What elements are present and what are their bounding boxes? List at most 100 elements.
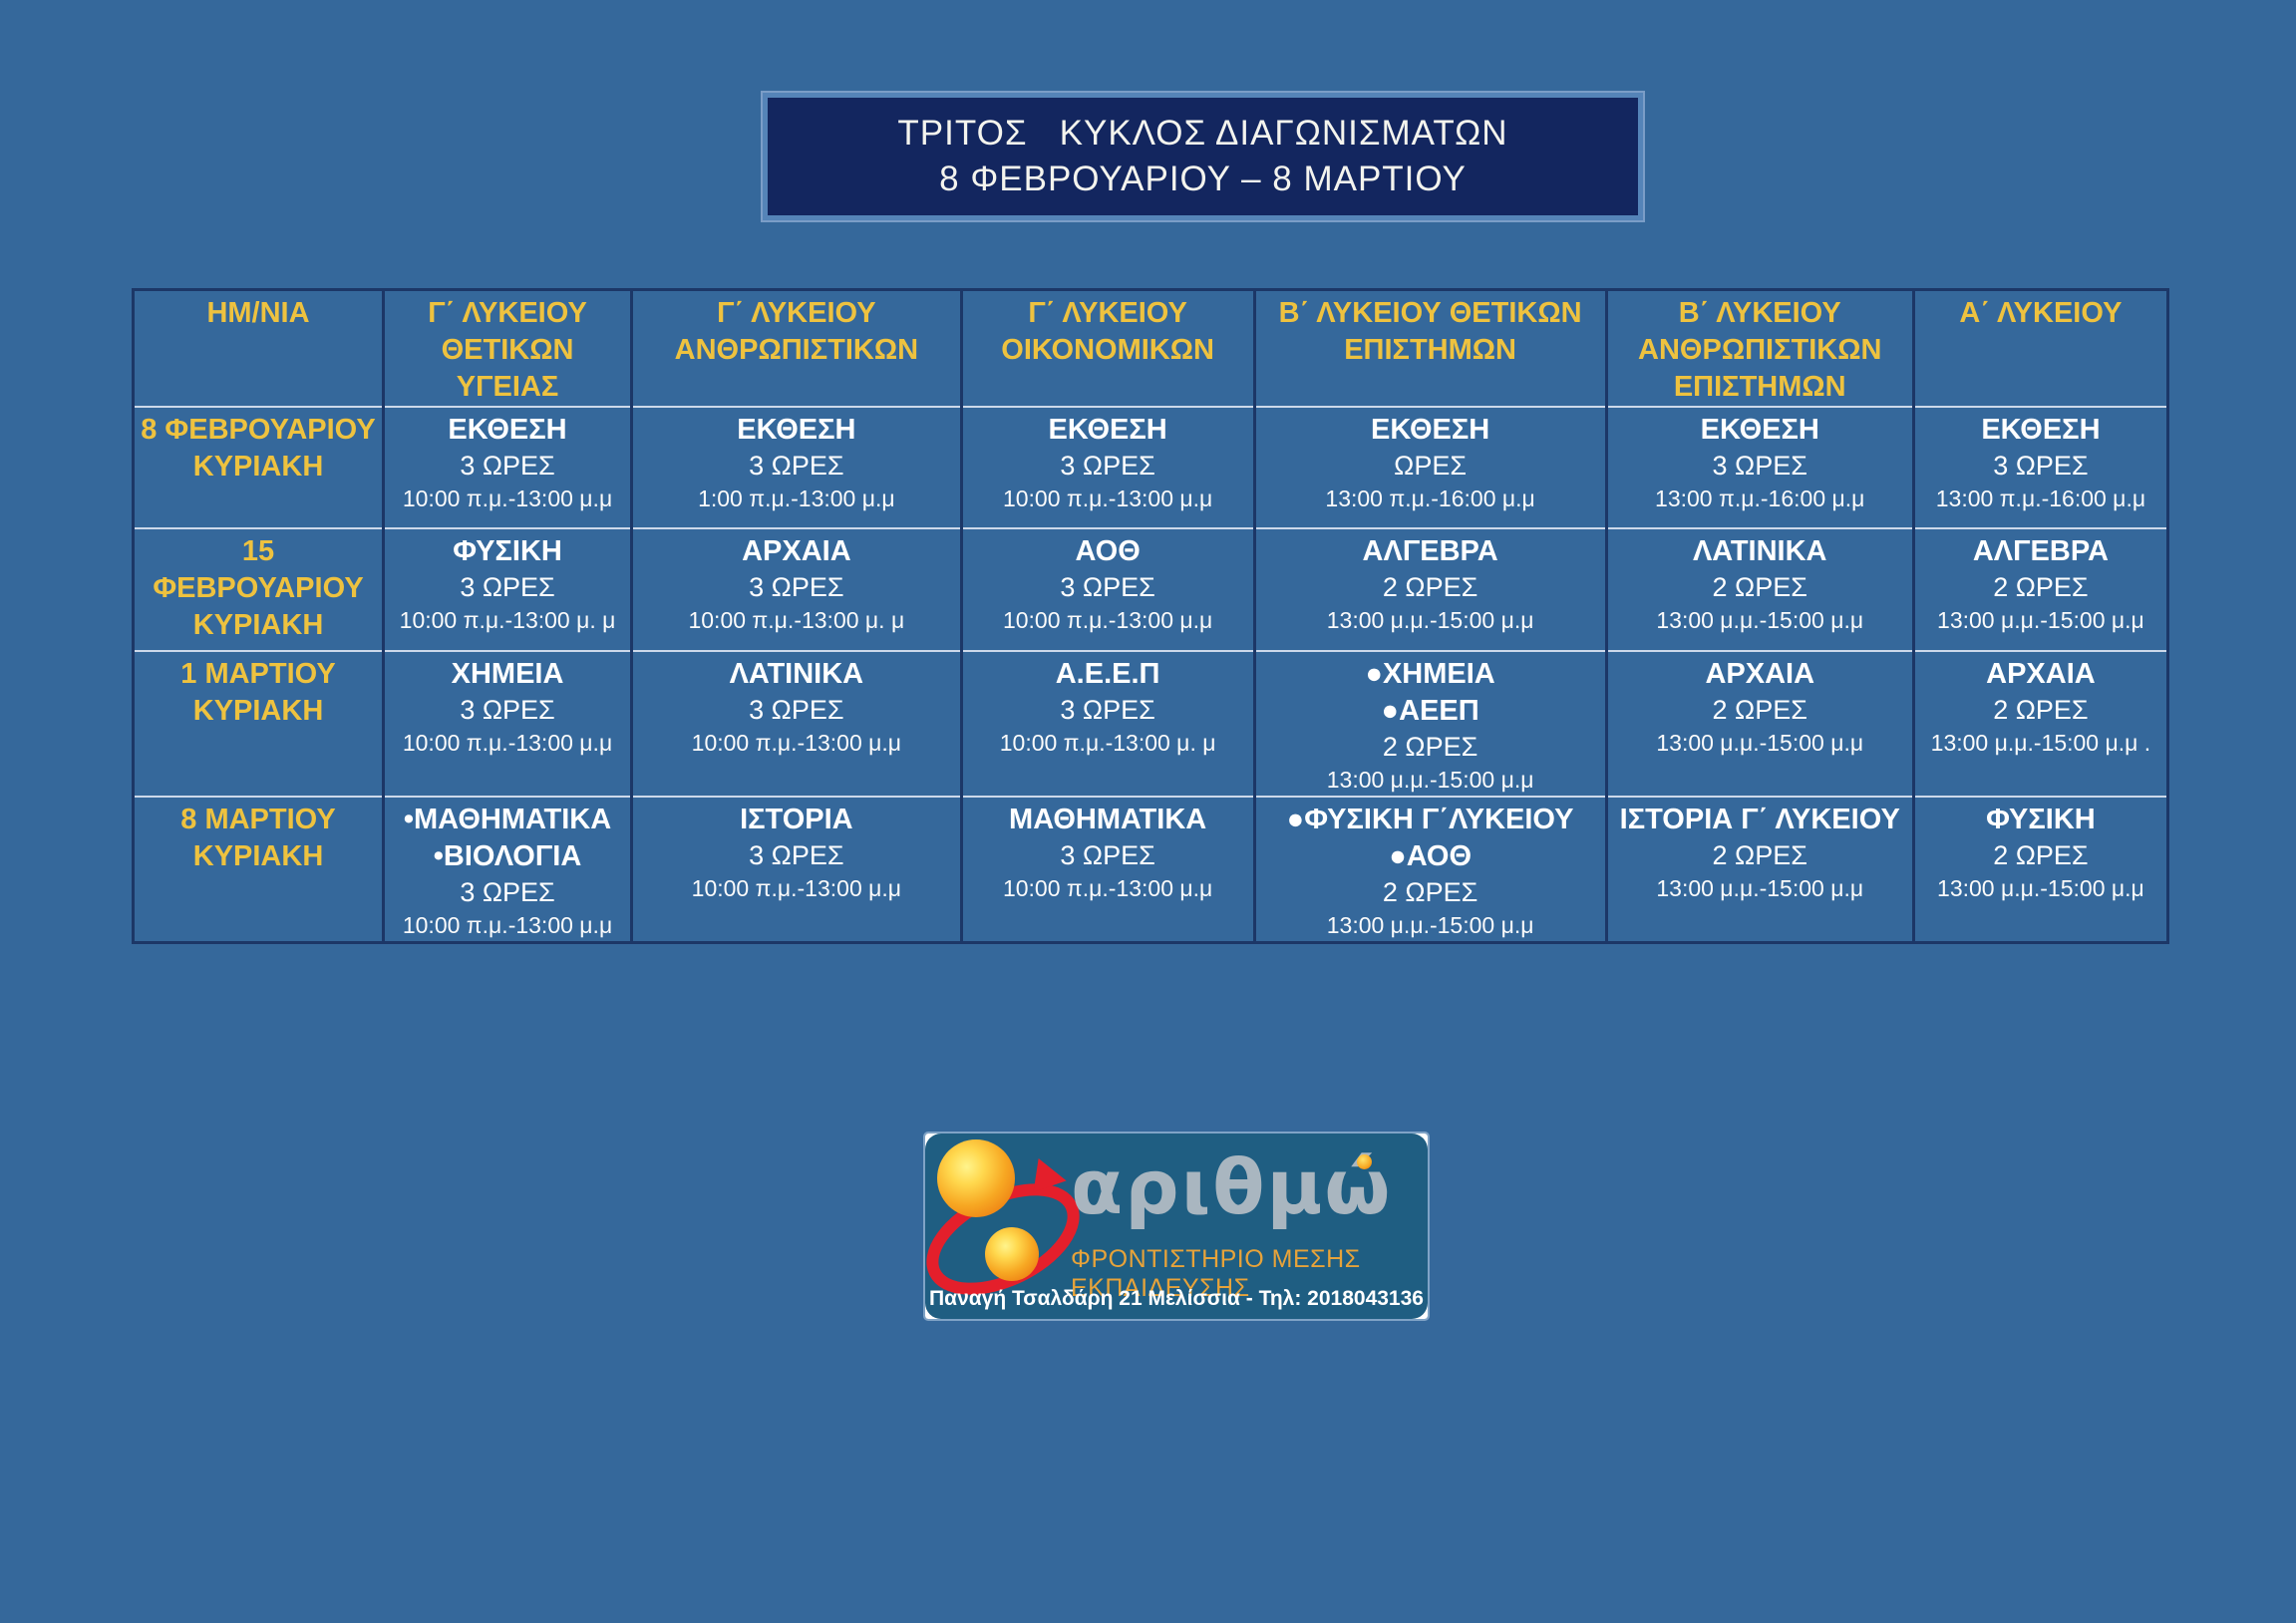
exam-hours: 2 ΩΡΕΣ [1712,572,1807,602]
date-cell: 8 ΦΕΒΡΟΥΑΡΙΟΥ ΚΥΡΙΑΚΗ [131,406,386,529]
title-banner: ΤΡΙΤΟΣ ΚΥΚΛΟΣ ΔΙΑΓΩΝΙΣΜΑΤΩΝ 8 ΦΕΒΡΟΥΑΡΙΟ… [761,91,1645,222]
exam-time: 13:00 μ.μ.-15:00 μ.μ [1326,607,1534,633]
exam-time: 13:00 π.μ.-16:00 μ.μ [1935,486,2146,511]
title-line-1: ΤΡΙΤΟΣ ΚΥΚΛΟΣ ΔΙΑΓΩΝΙΣΜΑΤΩΝ [897,114,1508,153]
exam-cell: ΕΚΘΕΣΗ 3 ΩΡΕΣ 13:00 π.μ.-16:00 μ.μ [1911,406,2170,529]
exam-cell: ●ΧΗΜΕΙΑ ●ΑΕΕΠ 2 ΩΡΕΣ 13:00 μ.μ.-15:00 μ.… [1252,650,1608,798]
header-cell-b-anthropistikon: Β΄ ΛΥΚΕΙΟΥ ΑΝΘΡΩΠΙΣΤΙΚΩΝ ΕΠΙΣΤΗΜΩΝ [1604,288,1915,408]
exam-time: 13:00 μ.μ.-15:00 μ.μ [1656,607,1864,633]
exam-time: 13:00 μ.μ.-15:00 μ.μ [1656,730,1864,756]
exam-subject: ΛΑΤΙΝΙΚΑ [729,658,864,690]
exam-hours: 3 ΩΡΕΣ [460,451,555,481]
exam-cell: ΦΥΣΙΚΗ 3 ΩΡΕΣ 10:00 π.μ.-13:00 μ. μ [382,527,634,652]
exam-cell: ΙΣΤΟΡΙΑ 3 ΩΡΕΣ 10:00 π.μ.-13:00 μ.μ [630,796,963,944]
exam-hours: 2 ΩΡΕΣ [1382,572,1478,602]
logo-wordmark: αριθμώ [1071,1142,1393,1231]
logo-panel: αριθμώ ΦΡΟΝΤΙΣΤΗΡΙΟ ΜΕΣΗΣ ΕΚΠΑΙΔΕΥΣΗΣ Πα… [925,1134,1428,1319]
logo-frame: αριθμώ ΦΡΟΝΤΙΣΤΗΡΙΟ ΜΕΣΗΣ ΕΚΠΑΙΔΕΥΣΗΣ Πα… [923,1132,1430,1321]
exam-hours: 3 ΩΡΕΣ [1060,451,1155,481]
exam-cell: ΕΚΘΕΣΗ 3 ΩΡΕΣ 10:00 π.μ.-13:00 μ.μ [959,406,1256,529]
exam-cell: ΕΚΘΕΣΗ 3 ΩΡΕΣ 1:00 π.μ.-13:00 μ.μ [630,406,963,529]
exam-hours: 2 ΩΡΕΣ [1993,572,2089,602]
schedule-row: 8 ΦΕΒΡΟΥΑΡΙΟΥ ΚΥΡΙΑΚΗ ΕΚΘΕΣΗ 3 ΩΡΕΣ 10:0… [131,406,2170,529]
exam-time: 10:00 π.μ.-13:00 μ.μ [691,730,902,756]
exam-hours: 3 ΩΡΕΣ [1060,572,1155,602]
exam-cell: ΑΛΓΕΒΡΑ 2 ΩΡΕΣ 13:00 μ.μ.-15:00 μ.μ [1911,527,2170,652]
exam-schedule-table: ΗΜ/ΝΙΑ Γ΄ ΛΥΚΕΙΟΥ ΘΕΤΙΚΩΝ ΥΓΕΙΑΣ Γ΄ ΛΥΚΕ… [131,288,2170,944]
exam-subject: ΧΗΜΕΙΑ [451,658,564,690]
exam-cell: Α.Ε.Ε.Π 3 ΩΡΕΣ 10:00 π.μ.-13:00 μ. μ [959,650,1256,798]
wordmark-dot-icon [1357,1154,1372,1169]
exam-subject: ΕΚΘΕΣΗ [1371,414,1490,446]
exam-cell: •ΜΑΘΗΜΑΤΙΚΑ •ΒΙΟΛΟΓΙΑ 3 ΩΡΕΣ 10:00 π.μ.-… [382,796,634,944]
exam-cell: ΛΑΤΙΝΙΚΑ 3 ΩΡΕΣ 10:00 π.μ.-13:00 μ.μ [630,650,963,798]
exam-time: 10:00 π.μ.-13:00 μ. μ [688,607,905,633]
exam-subject: ΑΡΧΑΙΑ [742,535,851,567]
exam-hours: 3 ΩΡΕΣ [749,572,844,602]
small-sphere-icon [985,1227,1039,1281]
exam-subject: ΑΡΧΑΙΑ [1986,658,2096,690]
exam-hours: 3 ΩΡΕΣ [460,695,555,725]
exam-subject: •ΜΑΘΗΜΑΤΙΚΑ [403,804,612,835]
exam-hours: 3 ΩΡΕΣ [460,572,555,602]
exam-hours: 3 ΩΡΕΣ [749,451,844,481]
exam-subject: ΦΥΣΙΚΗ [1986,804,2096,835]
date-cell: 1 ΜΑΡΤΙΟΥ ΚΥΡΙΑΚΗ [131,650,386,798]
exam-hours: 2 ΩΡΕΣ [1712,695,1807,725]
exam-hours: 3 ΩΡΕΣ [1060,840,1155,870]
exam-time: 13:00 μ.μ.-15:00 μ.μ [1656,875,1864,901]
schedule-row: 15 ΦΕΒΡΟΥΑΡΙΟΥ ΚΥΡΙΑΚΗ ΦΥΣΙΚΗ 3 ΩΡΕΣ 10:… [131,527,2170,652]
date-cell: 15 ΦΕΒΡΟΥΑΡΙΟΥ ΚΥΡΙΑΚΗ [131,527,386,652]
header-cell-date: ΗΜ/ΝΙΑ [131,288,386,408]
exam-cell: ΑΟΘ 3 ΩΡΕΣ 10:00 π.μ.-13:00 μ.μ [959,527,1256,652]
exam-cell: ΛΑΤΙΝΙΚΑ 2 ΩΡΕΣ 13:00 μ.μ.-15:00 μ.μ [1604,527,1915,652]
exam-cell: ΕΚΘΕΣΗ 3 ΩΡΕΣ 13:00 π.μ.-16:00 μ.μ [1604,406,1915,529]
exam-hours: 3 ΩΡΕΣ [1712,451,1807,481]
exam-time: 10:00 π.μ.-13:00 μ.μ [402,912,613,938]
header-cell-c-oikonomikon: Γ΄ ΛΥΚΕΙΟΥ ΟΙΚΟΝΟΜΙΚΩΝ [959,288,1256,408]
exam-subject: ΦΥΣΙΚΗ [453,535,562,567]
header-cell-c-anthropistikon: Γ΄ ΛΥΚΕΙΟΥ ΑΝΘΡΩΠΙΣΤΙΚΩΝ [630,288,963,408]
header-cell-b-thetikon: Β΄ ΛΥΚΕΙΟΥ ΘΕΤΙΚΩΝ ΕΠΙΣΤΗΜΩΝ [1252,288,1608,408]
exam-time: 10:00 π.μ.-13:00 μ.μ [1002,607,1213,633]
exam-subject: ΑΟΘ [1075,535,1141,567]
exam-subject: ●ΑΟΘ [1389,840,1472,872]
exam-hours: 3 ΩΡΕΣ [1060,695,1155,725]
exam-time: 10:00 π.μ.-13:00 μ. μ [399,607,616,633]
exam-time: 10:00 π.μ.-13:00 μ. μ [999,730,1216,756]
exam-subject: ΕΚΘΕΣΗ [1981,414,2101,446]
exam-subject: ●ΦΥΣΙΚΗ Γ΄ΛΥΚΕΙΟΥ [1286,804,1574,835]
exam-time: 1:00 π.μ.-13:00 μ.μ [698,486,895,511]
exam-subject: ΑΛΓΕΒΡΑ [1972,535,2109,567]
logo-subtitle: ΦΡΟΝΤΙΣΤΗΡΙΟ ΜΕΣΗΣ ΕΚΠΑΙΔΕΥΣΗΣ [1071,1245,1361,1302]
exam-cell: ΙΣΤΟΡΙΑ Γ΄ ΛΥΚΕΙΟΥ 2 ΩΡΕΣ 13:00 μ.μ.-15:… [1604,796,1915,944]
exam-cell: ΕΚΘΕΣΗ ΩΡΕΣ 13:00 π.μ.-16:00 μ.μ [1252,406,1608,529]
exam-subject: ΙΣΤΟΡΙΑ Γ΄ ΛΥΚΕΙΟΥ [1619,804,1900,835]
exam-time: 13:00 μ.μ.-15:00 μ.μ [1937,607,2144,633]
exam-time: 13:00 μ.μ.-15:00 μ.μ [1937,875,2144,901]
exam-time: 13:00 μ.μ.-15:00 μ.μ [1326,767,1534,793]
exam-hours: 3 ΩΡΕΣ [1993,451,2089,481]
exam-cell: ΦΥΣΙΚΗ 2 ΩΡΕΣ 13:00 μ.μ.-15:00 μ.μ [1911,796,2170,944]
exam-subject: ΕΚΘΕΣΗ [737,414,856,446]
exam-hours: ΩΡΕΣ [1394,451,1468,481]
exam-cell: ΕΚΘΕΣΗ 3 ΩΡΕΣ 10:00 π.μ.-13:00 μ.μ [382,406,634,529]
exam-subject: ΙΣΤΟΡΙΑ [740,804,853,835]
exam-cell: ●ΦΥΣΙΚΗ Γ΄ΛΥΚΕΙΟΥ ●ΑΟΘ 2 ΩΡΕΣ 13:00 μ.μ.… [1252,796,1608,944]
exam-hours: 3 ΩΡΕΣ [749,695,844,725]
big-sphere-icon [937,1139,1015,1217]
exam-subject: Α.Ε.Ε.Π [1055,658,1160,690]
exam-time: 10:00 π.μ.-13:00 μ.μ [402,730,613,756]
exam-subject: ●ΑΕΕΠ [1381,695,1479,727]
exam-cell: ΑΡΧΑΙΑ 2 ΩΡΕΣ 13:00 μ.μ.-15:00 μ.μ . [1911,650,2170,798]
exam-time: 10:00 π.μ.-13:00 μ.μ [691,875,902,901]
exam-time: 13:00 μ.μ.-15:00 μ.μ [1326,912,1534,938]
exam-cell: ΑΛΓΕΒΡΑ 2 ΩΡΕΣ 13:00 μ.μ.-15:00 μ.μ [1252,527,1608,652]
header-cell-a-lykeiou: Α΄ ΛΥΚΕΙΟΥ [1911,288,2170,408]
header-cell-c-thetikon-ygeias: Γ΄ ΛΥΚΕΙΟΥ ΘΕΤΙΚΩΝ ΥΓΕΙΑΣ [382,288,634,408]
exam-hours: 2 ΩΡΕΣ [1382,732,1478,762]
exam-subject: ΕΚΘΕΣΗ [1048,414,1167,446]
exam-hours: 2 ΩΡΕΣ [1993,695,2089,725]
exam-subject: •ΒΙΟΛΟΓΙΑ [433,840,582,872]
